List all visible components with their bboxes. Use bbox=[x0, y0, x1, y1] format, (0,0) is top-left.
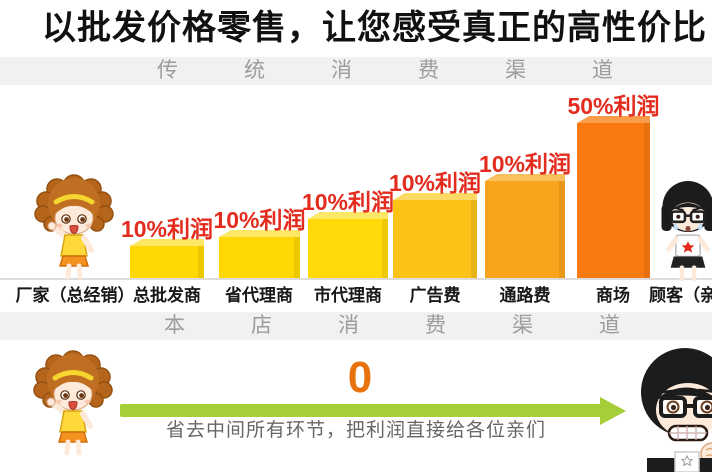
category-label-2: 总批发商 bbox=[133, 286, 201, 305]
bar-top-face bbox=[577, 116, 650, 123]
profit-label-通路费: 10%利润 bbox=[478, 151, 572, 177]
bar-side-face bbox=[559, 181, 565, 278]
category-label-8: 顾客（亲们） bbox=[649, 286, 712, 305]
direct-channel-caption: 省去中间所有环节，把利润直接给各位亲们 bbox=[165, 420, 546, 441]
bar-top-face bbox=[219, 230, 300, 237]
traditional-channel-label: 传统消费渠道 bbox=[157, 59, 679, 82]
happy-customer-mascot bbox=[630, 346, 712, 472]
bar-top-face bbox=[308, 212, 388, 219]
bar-top-face bbox=[393, 193, 477, 200]
store-channel-band: 本店消费渠道 bbox=[0, 312, 712, 340]
category-label-4: 市代理商 bbox=[314, 286, 382, 305]
bar-side-face bbox=[471, 200, 477, 278]
profit-label-省代理商: 10%利润 bbox=[213, 207, 306, 233]
bar-side-face bbox=[294, 237, 300, 278]
bar-省代理商 bbox=[219, 230, 300, 278]
category-label-6: 通路费 bbox=[499, 286, 551, 305]
bar-side-face bbox=[644, 123, 650, 278]
profit-label-商场: 50%利润 bbox=[567, 93, 660, 119]
zero-profit-value: 0 bbox=[347, 353, 373, 402]
bar-top-face bbox=[130, 239, 204, 246]
profit-label-广告费: 10%利润 bbox=[388, 170, 482, 196]
category-label-1: 厂家（总经销） bbox=[15, 286, 135, 305]
seller-mascot-top bbox=[26, 172, 122, 282]
bar-side-face bbox=[382, 219, 388, 278]
bar-通路费 bbox=[485, 174, 565, 278]
category-label-7: 商场 bbox=[596, 286, 630, 305]
category-label-3: 省代理商 bbox=[225, 286, 293, 305]
bar-广告费 bbox=[393, 193, 477, 278]
arrow-head-icon bbox=[600, 397, 626, 425]
page-title: 以批发价格零售，让您感受真正的高性价比 bbox=[42, 9, 707, 47]
bar-商场 bbox=[577, 116, 650, 278]
chart-baseline bbox=[0, 278, 712, 280]
profit-label-市代理商: 10%利润 bbox=[301, 189, 395, 215]
profit-label-总批发商: 10%利润 bbox=[120, 216, 214, 242]
direct-channel-arrow bbox=[120, 404, 604, 417]
category-label-5: 广告费 bbox=[409, 286, 461, 305]
store-channel-label: 本店消费渠道 bbox=[164, 314, 686, 337]
bar-top-face bbox=[485, 174, 565, 181]
bar-总批发商 bbox=[130, 239, 204, 278]
sad-customer-mascot bbox=[648, 178, 712, 284]
bar-side-face bbox=[198, 246, 204, 278]
traditional-channel-band: 传统消费渠道 bbox=[0, 57, 712, 85]
bar-市代理商 bbox=[308, 212, 388, 278]
